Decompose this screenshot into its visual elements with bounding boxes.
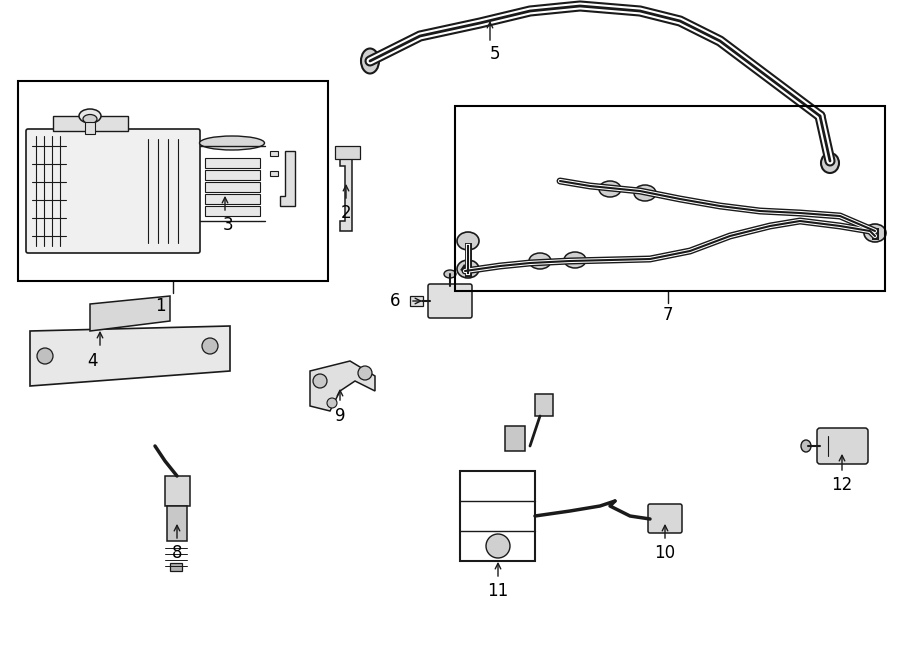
Ellipse shape — [83, 114, 97, 124]
Ellipse shape — [200, 136, 265, 150]
Ellipse shape — [599, 181, 621, 197]
Text: 11: 11 — [488, 582, 508, 600]
Ellipse shape — [361, 48, 379, 73]
Ellipse shape — [444, 270, 456, 278]
Polygon shape — [280, 151, 295, 206]
Ellipse shape — [801, 440, 811, 452]
Text: 3: 3 — [222, 216, 233, 234]
Text: 1: 1 — [155, 297, 166, 315]
Text: 10: 10 — [654, 544, 676, 562]
Text: 4: 4 — [86, 352, 97, 370]
Bar — [205, 158, 260, 168]
Bar — [535, 394, 553, 416]
Ellipse shape — [457, 260, 479, 278]
Ellipse shape — [821, 153, 839, 173]
Polygon shape — [90, 296, 170, 331]
Bar — [205, 170, 260, 180]
Bar — [18, 81, 328, 281]
FancyBboxPatch shape — [817, 428, 868, 464]
Bar — [455, 106, 885, 291]
Ellipse shape — [634, 185, 656, 201]
Text: 8: 8 — [172, 544, 182, 562]
Circle shape — [313, 374, 327, 388]
Polygon shape — [30, 326, 230, 386]
Polygon shape — [340, 156, 352, 231]
Circle shape — [327, 398, 337, 408]
Text: 5: 5 — [490, 45, 500, 63]
Bar — [205, 182, 260, 192]
Bar — [270, 171, 278, 176]
Ellipse shape — [529, 253, 551, 269]
FancyBboxPatch shape — [648, 504, 682, 533]
Text: 6: 6 — [390, 292, 400, 310]
FancyBboxPatch shape — [26, 129, 200, 253]
Circle shape — [486, 534, 510, 558]
Bar — [205, 206, 260, 216]
Ellipse shape — [79, 109, 101, 123]
Text: 2: 2 — [341, 204, 351, 222]
Bar — [410, 296, 423, 306]
Circle shape — [37, 348, 53, 364]
Circle shape — [358, 366, 372, 380]
Ellipse shape — [457, 232, 479, 250]
Bar — [270, 151, 278, 156]
Polygon shape — [310, 361, 375, 411]
Circle shape — [202, 338, 218, 354]
Bar — [460, 471, 535, 561]
Bar — [505, 426, 525, 451]
Text: 9: 9 — [335, 407, 346, 425]
Polygon shape — [53, 116, 128, 131]
Bar — [167, 506, 187, 541]
Bar — [85, 122, 95, 134]
Bar — [170, 563, 182, 571]
FancyBboxPatch shape — [428, 284, 472, 318]
Bar — [205, 194, 260, 204]
Polygon shape — [335, 146, 360, 159]
Ellipse shape — [564, 252, 586, 268]
Bar — [165, 476, 190, 506]
Ellipse shape — [864, 224, 886, 242]
Text: 12: 12 — [832, 476, 852, 494]
Text: 7: 7 — [662, 306, 673, 324]
